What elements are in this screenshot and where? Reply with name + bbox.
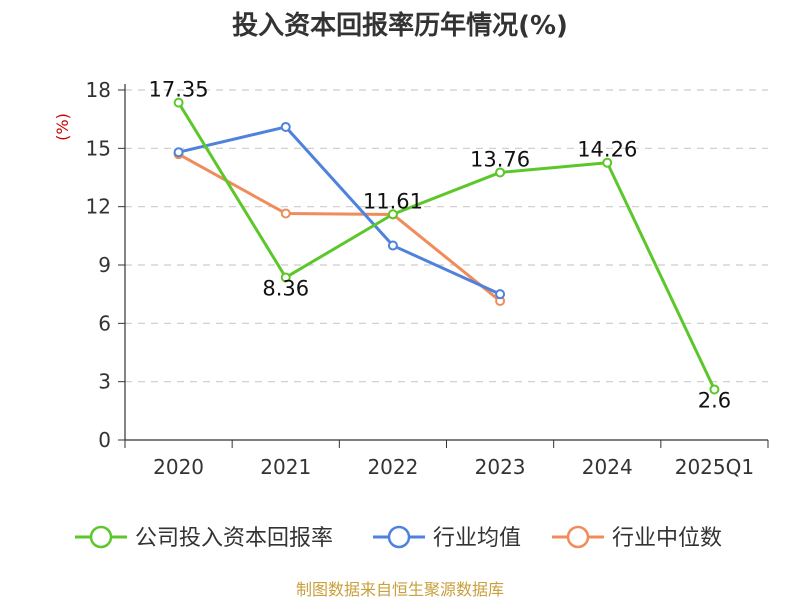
point-0-3 <box>495 167 506 178</box>
data-label-5: 2.6 <box>698 388 731 412</box>
data-label-0: 17.35 <box>149 78 209 102</box>
legend[interactable]: 公司投入资本回报率 行业均值 行业中位数 <box>75 525 722 551</box>
y-tick-label-12: 12 <box>86 195 111 219</box>
series-line-2 <box>177 152 502 303</box>
y-tick-label-6: 6 <box>98 311 111 335</box>
y-tick-label-9: 9 <box>98 253 111 277</box>
point-0-2 <box>387 209 398 220</box>
x-tick-label-2022: 2022 <box>367 455 418 479</box>
series-lines <box>173 97 720 395</box>
legend-item-0[interactable]: 公司投入资本回报率 <box>75 525 333 551</box>
legend-label-0: 公司投入资本回报率 <box>135 526 333 551</box>
y-tick-label-15: 15 <box>86 136 111 160</box>
x-tick-label-2023: 2023 <box>475 455 526 479</box>
series-line-1 <box>178 125 501 296</box>
y-axis-unit: (%) <box>53 113 72 141</box>
y-tick-label-3: 3 <box>98 370 111 394</box>
series-line-0 <box>177 101 716 391</box>
legend-marker-0 <box>89 525 113 549</box>
point-1-3 <box>495 289 506 300</box>
data-label-2: 11.61 <box>363 189 423 213</box>
legend-item-2[interactable]: 行业中位数 <box>552 525 722 551</box>
data-label-4: 14.26 <box>577 138 637 162</box>
legend-marker-1 <box>387 525 411 549</box>
x-tick-label-2025Q1: 2025Q1 <box>675 455 754 479</box>
legend-item-1[interactable]: 行业均值 <box>373 525 521 551</box>
point-0-4 <box>602 157 613 168</box>
point-1-2 <box>387 240 398 251</box>
data-label-3: 13.76 <box>470 147 530 171</box>
point-2-1 <box>280 208 291 219</box>
point-1-1 <box>280 121 291 132</box>
x-tick-label-2024: 2024 <box>582 455 633 479</box>
point-0-1 <box>280 272 291 283</box>
point-0-0 <box>173 97 184 108</box>
point-1-0 <box>173 147 184 158</box>
source-note: 制图数据来自恒生聚源数据库 <box>296 580 504 599</box>
legend-marker-2 <box>566 525 590 549</box>
point-0-5 <box>709 384 720 395</box>
axes: 0 3 6 9 12 15 18 2020 2021 2022 2023 2024 2025Q1 <box>86 78 769 479</box>
grid-lines <box>125 89 768 383</box>
chart-title: 投入资本回报率历年情况(%) <box>232 10 568 41</box>
legend-label-2: 行业中位数 <box>612 526 722 551</box>
y-tick-label-0: 0 <box>98 428 111 452</box>
data-labels: 17.35 8.36 11.61 13.76 14.26 2.6 <box>149 78 732 413</box>
legend-label-1: 行业均值 <box>433 526 521 551</box>
y-tick-label-18: 18 <box>86 78 111 102</box>
x-tick-label-2020: 2020 <box>153 455 204 479</box>
x-tick-label-2021: 2021 <box>260 455 311 479</box>
data-label-1: 8.36 <box>262 276 309 300</box>
